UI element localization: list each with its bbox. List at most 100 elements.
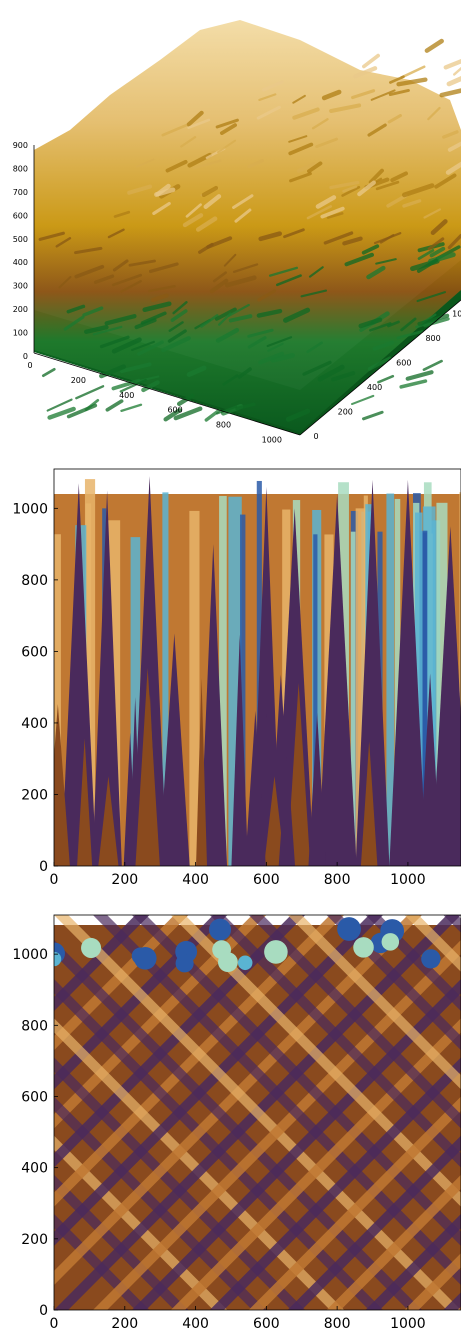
surface-streak xyxy=(142,301,172,313)
surface-streak xyxy=(223,253,237,267)
surface-streak xyxy=(268,266,298,277)
surface-streak xyxy=(55,237,72,248)
y-tick-label: 0 xyxy=(313,432,318,441)
heatmap-top-blob xyxy=(421,949,441,969)
surface-streak xyxy=(154,187,176,197)
surface-streak xyxy=(405,370,434,381)
surface-streak xyxy=(422,359,443,371)
heatmap-stripe xyxy=(162,492,169,866)
surface-streak xyxy=(152,201,171,215)
y-tick-label: 0 xyxy=(39,1303,48,1319)
heatmap-spire xyxy=(264,776,285,866)
surface-streak xyxy=(168,321,184,332)
surface-streak xyxy=(173,406,203,421)
surface-body xyxy=(34,20,461,432)
surface-streak xyxy=(317,364,345,382)
surface-streak xyxy=(128,259,156,267)
heatmap-band xyxy=(443,915,461,933)
surface-streak xyxy=(148,284,176,293)
y-tick-label: 800 xyxy=(21,1018,48,1034)
surface-streak xyxy=(192,159,222,170)
surface-streak xyxy=(120,280,142,293)
surface-streak xyxy=(439,88,461,98)
surface-streak xyxy=(320,206,345,219)
surface-streak xyxy=(321,89,342,101)
y-tick-label: 1000 xyxy=(12,501,48,517)
heatmap-band xyxy=(92,915,461,1286)
surface-streak xyxy=(357,180,376,197)
x-tick-label: 800 xyxy=(216,421,231,430)
surface-streak xyxy=(368,168,384,185)
surface-streak xyxy=(111,337,142,354)
surface-streak xyxy=(215,327,240,343)
heatmap-band xyxy=(54,1096,267,1310)
heatmap-spire xyxy=(92,490,122,866)
x-tick-label: 400 xyxy=(182,872,209,888)
surface-streak xyxy=(247,328,274,338)
heatmap-spire xyxy=(158,633,190,866)
surface-streak xyxy=(137,340,164,356)
surface-streak xyxy=(228,303,250,317)
surface-streak xyxy=(401,183,435,198)
heatmap-top-blob xyxy=(237,955,253,971)
surface-streak xyxy=(353,66,378,79)
heatmap-band xyxy=(287,915,461,1090)
surface-streak xyxy=(388,88,410,96)
surface-streak xyxy=(288,135,308,143)
surface-streak xyxy=(92,325,123,336)
surface-streak xyxy=(167,329,187,343)
y-tick-label: 0 xyxy=(39,859,48,875)
surface-streak xyxy=(447,233,461,250)
heatmap-spire xyxy=(390,640,413,866)
surface-streak xyxy=(342,185,358,193)
surface-streak xyxy=(63,315,85,331)
surface-streak xyxy=(423,208,442,219)
heatmap-stripe xyxy=(350,531,356,866)
surface-streak xyxy=(358,317,383,329)
surface-streak xyxy=(430,219,448,236)
heatmap-spire xyxy=(278,750,296,866)
y-tick-label: 600 xyxy=(21,644,48,660)
surface-streak xyxy=(200,314,219,328)
surface-streak xyxy=(331,371,356,382)
surface-streak xyxy=(361,244,380,255)
x-tick-label: 200 xyxy=(111,1316,138,1332)
x-tick-label: 200 xyxy=(71,376,86,385)
surface-streak xyxy=(113,210,131,218)
heatmap-spire xyxy=(77,738,93,866)
heatmap-spire xyxy=(293,781,306,866)
x-tick-label: 800 xyxy=(324,872,351,888)
surface-streak xyxy=(203,194,222,210)
surface-streak xyxy=(396,330,424,340)
surface-streak xyxy=(434,173,457,189)
surface-streak xyxy=(172,301,188,315)
y-tick-label: 400 xyxy=(21,1161,48,1177)
surface-streak xyxy=(219,123,237,135)
x-tick-labels: 0 200 400 600 800 1000 xyxy=(50,862,426,888)
surface-streak xyxy=(75,385,105,400)
surface-streak xyxy=(370,89,396,101)
surface-streak xyxy=(400,65,426,79)
x-tick-label: 800 xyxy=(324,1316,351,1332)
heatmap-top-blob xyxy=(212,940,232,960)
surface-streak xyxy=(258,231,282,242)
x-tick-label: 400 xyxy=(119,391,134,400)
surface-streak xyxy=(165,159,188,173)
surface-streak xyxy=(292,94,306,104)
x-tick-label: 1000 xyxy=(390,872,426,888)
surface-streak xyxy=(107,228,125,239)
surface-streak xyxy=(224,275,257,288)
surface-streak xyxy=(217,139,237,154)
z-tick-label: 200 xyxy=(13,305,28,314)
heatmap-spire xyxy=(325,640,337,866)
surface-streak xyxy=(84,398,100,411)
heatmap-fill xyxy=(54,476,461,866)
surface-streak xyxy=(267,342,284,352)
y-tick-label: 800 xyxy=(21,573,48,589)
z-tick-label: 0 xyxy=(23,352,28,361)
heatmap-top-blob xyxy=(54,951,62,967)
surface-streak xyxy=(93,274,115,284)
surface-streak xyxy=(367,356,392,371)
x-tick-labels: 0 200 400 600 800 1000 xyxy=(27,361,282,445)
surface-streak xyxy=(131,340,155,352)
